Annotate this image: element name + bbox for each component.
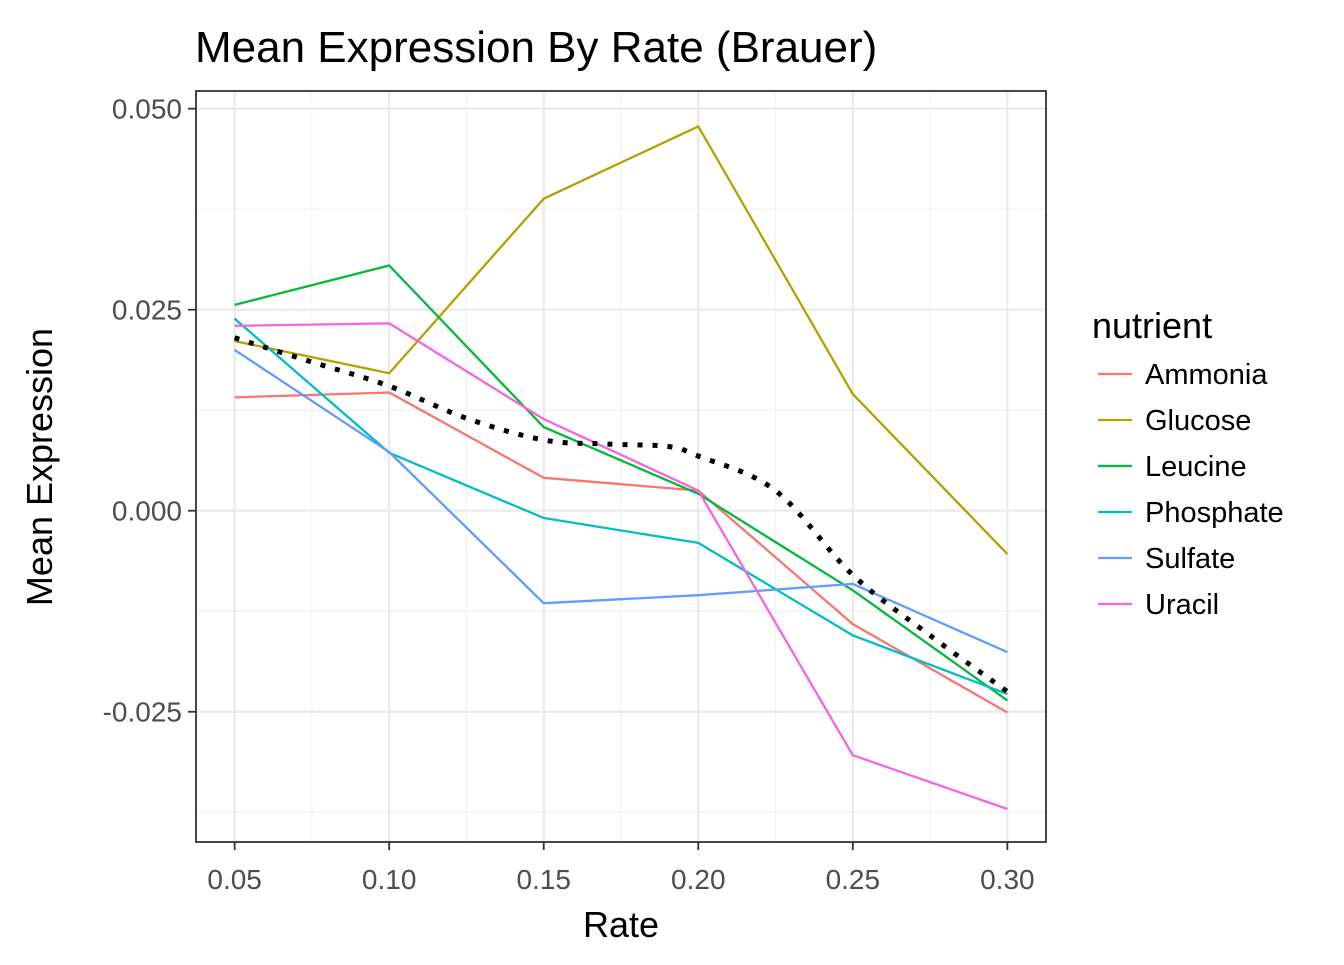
legend: nutrient Ammonia Glucose Leucine Phosphate S…: [1092, 305, 1284, 621]
legend-item-uracil: Uracil: [1098, 589, 1219, 621]
legend-item-sulfate: Sulfate: [1098, 543, 1235, 575]
series-line-uracil: [234, 322, 1008, 811]
legend-title: nutrient: [1092, 305, 1212, 346]
chart-title: Mean Expression By Rate (Brauer): [195, 23, 877, 72]
series-line-sulfate: [233, 348, 1008, 654]
x-tick-label: 0.05: [207, 864, 262, 895]
x-axis-label: Rate: [583, 904, 659, 945]
legend-label: Glucose: [1145, 405, 1251, 437]
y-tick-label: 0.025: [112, 295, 182, 326]
legend-item-leucine: Leucine: [1098, 451, 1247, 483]
legend-item-glucose: Glucose: [1098, 405, 1251, 437]
x-tick-label: 0.20: [671, 864, 726, 895]
x-tick-label: 0.15: [516, 864, 571, 895]
legend-label: Phosphate: [1145, 497, 1284, 529]
series-line-phosphate: [233, 317, 1008, 696]
x-tick-label: 0.30: [980, 864, 1035, 895]
x-tick-label: 0.10: [362, 864, 417, 895]
panel-border: [195, 90, 1047, 843]
trend-line-dotted: [233, 335, 1009, 694]
legend-item-ammonia: Ammonia: [1098, 359, 1268, 391]
y-axis-label: Mean Expression: [19, 328, 60, 606]
series-line-glucose: [234, 125, 1009, 555]
legend-label: Leucine: [1145, 451, 1247, 483]
legend-label: Uracil: [1145, 589, 1219, 621]
series-line-ammonia: [234, 391, 1008, 714]
y-tick-label: 0.000: [112, 496, 182, 527]
legend-label: Sulfate: [1145, 543, 1235, 575]
y-tick-label: 0.050: [112, 94, 182, 125]
legend-item-phosphate: Phosphate: [1098, 497, 1284, 529]
series-line-leucine: [234, 264, 1009, 702]
legend-label: Ammonia: [1145, 359, 1268, 391]
x-tick-label: 0.25: [826, 864, 881, 895]
y-tick-label: -0.025: [103, 697, 182, 728]
